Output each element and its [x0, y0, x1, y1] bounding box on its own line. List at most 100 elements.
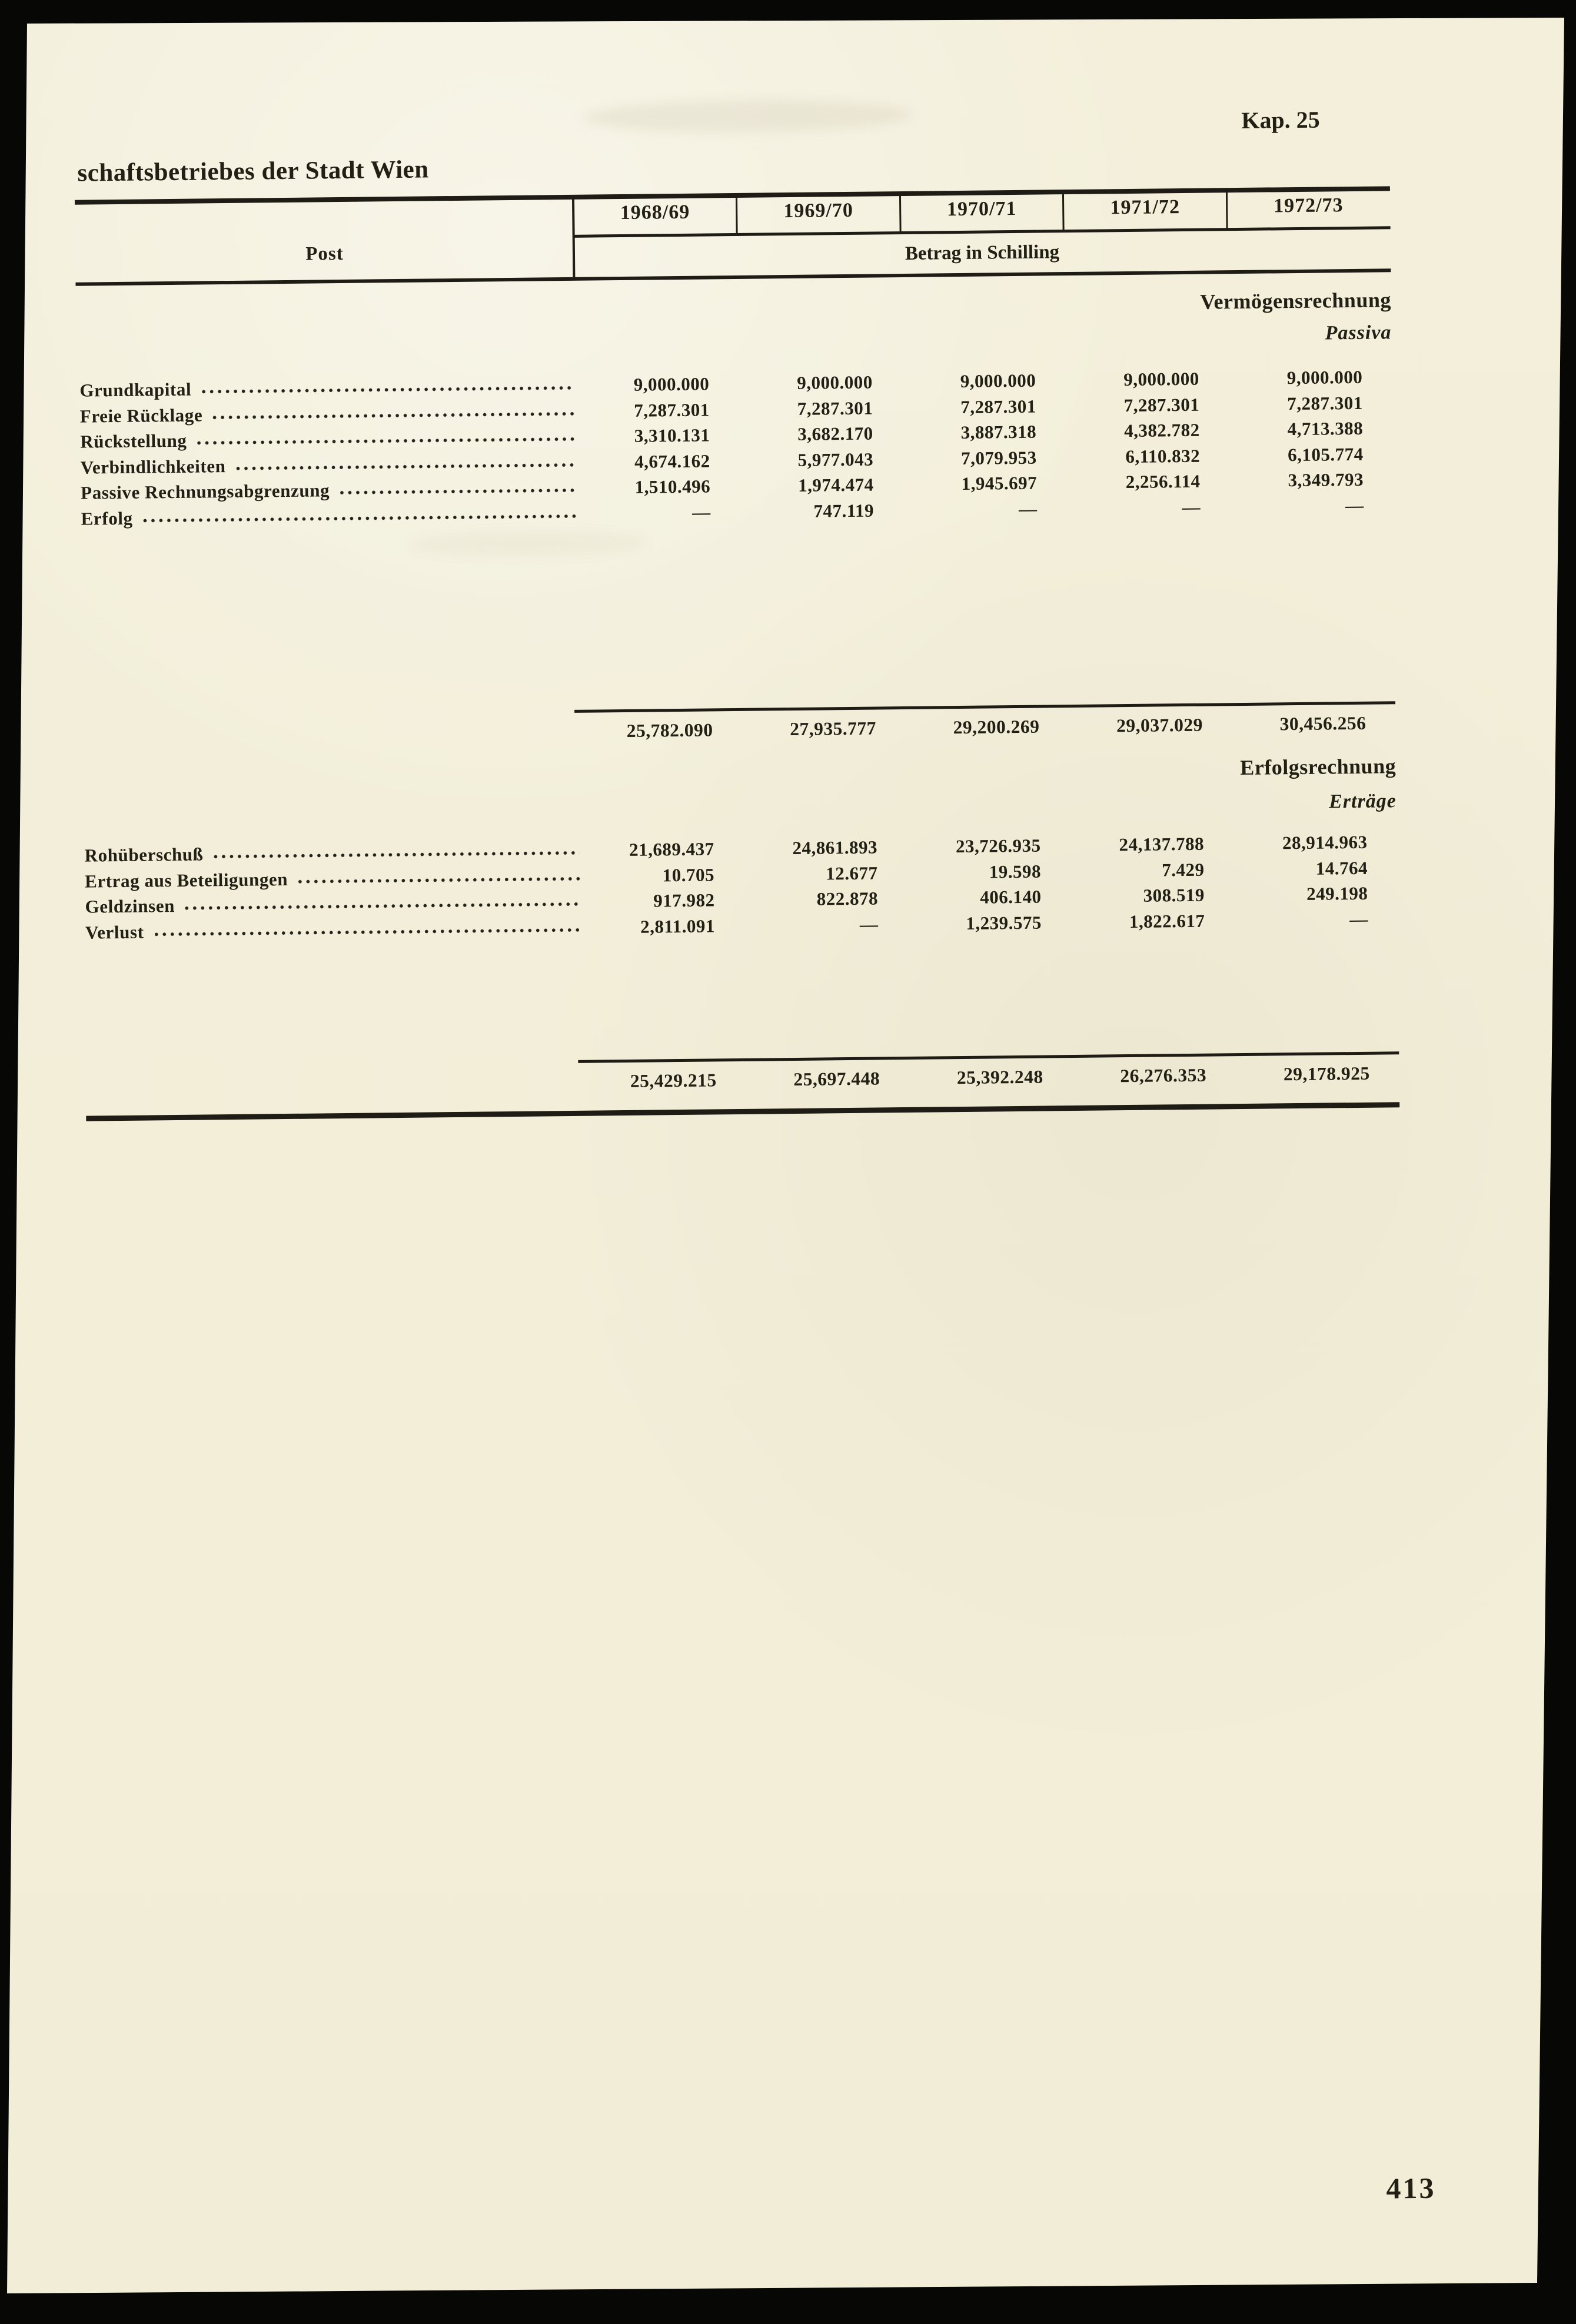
total-amount-cell: 25,782.090 [626, 719, 713, 741]
dot-leader [141, 513, 576, 524]
amount-cell: 19.598 [989, 861, 1042, 882]
total-amount-cell: 29,200.269 [953, 716, 1040, 738]
amount-cell: 1,239.575 [966, 912, 1042, 934]
amount-cell: 4,713.388 [1287, 417, 1364, 440]
amount-cell: — [691, 501, 711, 523]
amount-cell: 3,349.793 [1288, 469, 1364, 491]
row-label-zone: Verbindlichkeiten [81, 451, 578, 478]
amount-cell: 1,822.617 [1129, 910, 1205, 932]
table-rule-bottom [86, 1102, 1400, 1121]
amount-cell: 1,974.474 [797, 474, 874, 496]
amount-cell: — [1018, 498, 1038, 519]
year-header: 1968/69 [620, 201, 690, 224]
row-label: Freie Rücklage [79, 404, 203, 427]
total-amount-cell: 25,392.248 [956, 1066, 1043, 1088]
running-title: schaftsbetriebes der Stadt Wien [77, 155, 429, 187]
years-row: 1968/69 1969/70 1970/71 1971/72 1972/73 [573, 194, 1390, 225]
amount-cell: 24,861.893 [792, 836, 878, 859]
amount-cell: 249.198 [1306, 882, 1368, 904]
year-header: 1971/72 [1110, 196, 1181, 219]
section-totals-row: 25,429.215 25,697.448 25,392.248 26,276.353… [87, 1063, 1370, 1102]
amount-cell: 822.878 [816, 888, 879, 909]
amount-cell: 2,811.091 [640, 915, 716, 937]
row-label-zone: Rohüberschuß [84, 840, 581, 866]
row-label: Rückstellung [80, 430, 187, 452]
amount-cell: 10.705 [662, 864, 715, 885]
amount-cell: 24,137.788 [1119, 833, 1205, 855]
row-label-zone: Verlust [85, 917, 583, 943]
amount-cell: 1,945.697 [961, 472, 1038, 494]
section-rows: Rohüberschuß 21,689.437 24,861.893 23,726.9… [84, 832, 1368, 948]
row-label: Verlust [85, 921, 144, 943]
amount-cell: 308.519 [1143, 884, 1205, 906]
amount-unit-header: Betrag in Schilling [905, 241, 1060, 264]
row-label-zone: Passive Rechnungsabgrenzung [81, 477, 578, 504]
amount-cell: 9,000.000 [1286, 366, 1363, 389]
dot-leader [152, 927, 581, 937]
totals-rule [574, 701, 1396, 713]
dot-leader [211, 849, 580, 860]
amount-cell: 747.119 [813, 500, 875, 522]
amount-cell: 14.764 [1315, 857, 1368, 879]
amount-cell: 7,079.953 [960, 447, 1037, 469]
amount-cell: 9,000.000 [960, 370, 1036, 391]
amount-cell: 28,914.963 [1282, 831, 1368, 854]
post-column-header: Post [305, 243, 344, 265]
amount-cell: 406.140 [980, 886, 1042, 908]
row-label: Erfolg [81, 507, 133, 529]
total-amount-cell: 27,935.777 [790, 718, 877, 740]
section-subheading: Erträge [1328, 790, 1397, 813]
dot-leader [200, 384, 575, 395]
dot-leader [234, 462, 576, 472]
row-label-zone: Grundkapital [79, 375, 577, 401]
row-label-zone: Rückstellung [80, 426, 577, 453]
row-label-zone [84, 738, 581, 743]
row-label: Verbindlichkeiten [80, 455, 226, 478]
amount-cell: 12.677 [826, 862, 878, 884]
amount-cell: 1,510.496 [634, 476, 711, 497]
chapter-label: Kap. 25 [1241, 106, 1320, 134]
total-amount-cell: 29,178.925 [1283, 1063, 1370, 1085]
dot-leader [338, 487, 576, 496]
page-number: 413 [1386, 2171, 1436, 2205]
row-label: Passive Rechnungsabgrenzung [81, 480, 330, 503]
amount-cell: 3,682.170 [797, 423, 873, 444]
row-label-zone: Ertrag aus Beteiligungen [85, 865, 582, 892]
dot-leader [195, 436, 576, 446]
bleedthrough-smudge [410, 530, 647, 557]
amount-cell: 5,977.043 [797, 449, 874, 470]
year-header: 1969/70 [783, 199, 854, 223]
total-amount-cell: 29,037.029 [1116, 714, 1203, 736]
amount-cell: 917.982 [653, 889, 715, 911]
amount-cell: 7.429 [1162, 859, 1205, 880]
total-amount-cell: 30,456.256 [1279, 712, 1366, 735]
amount-cell: 7,287.301 [797, 397, 873, 419]
amount-cell: 6,105.774 [1287, 443, 1364, 465]
row-label-zone: Erfolg [81, 503, 578, 529]
totals-row: 25,782.090 27,935.777 29,200.269 29,037.029… [83, 713, 1366, 752]
row-label: Geldzinsen [85, 895, 175, 917]
amount-cell: 23,726.935 [955, 835, 1041, 857]
amount-cell: 7,287.301 [960, 396, 1036, 417]
amount-cell: 7,287.301 [634, 399, 710, 421]
amount-cell: 3,887.318 [960, 421, 1037, 443]
amount-cell: 7,287.301 [1123, 394, 1200, 416]
table-rule-under-years [573, 226, 1391, 238]
row-label: Ertrag aus Beteiligungen [84, 868, 288, 892]
dot-leader [296, 875, 580, 885]
section-totals-row: 25,782.090 27,935.777 29,200.269 29,037.029… [83, 713, 1366, 752]
bleedthrough-smudge [583, 98, 913, 134]
amount-cell: 4,382.782 [1123, 419, 1200, 441]
amount-cell: 9,000.000 [633, 373, 710, 395]
amount-cell: 6,110.832 [1125, 445, 1201, 467]
total-amount-cell: 25,697.448 [793, 1068, 880, 1090]
amount-cell: 3,310.131 [634, 424, 710, 446]
section-subheading: Passiva [1325, 321, 1392, 344]
amount-cell: — [1349, 908, 1369, 929]
totals-rule [578, 1051, 1399, 1063]
amount-cell: — [1182, 496, 1201, 517]
year-header: 1972/73 [1273, 194, 1344, 217]
totals-row: 25,429.215 25,697.448 25,392.248 26,276.353… [87, 1063, 1370, 1102]
